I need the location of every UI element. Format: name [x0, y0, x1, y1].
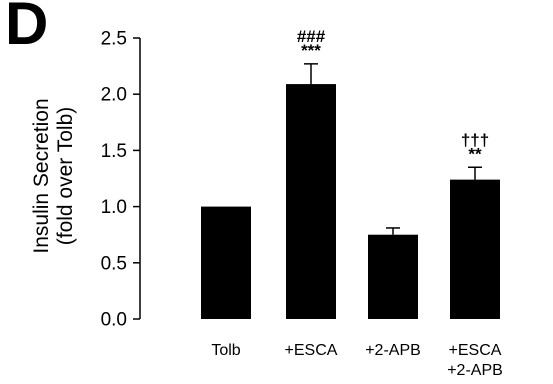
significance-marker: ** [468, 144, 482, 163]
y-axis-label-line: Insulin Secretion [30, 98, 53, 253]
x-axis-labels: Tolb +ESCA +2-APB +ESCA +2-APB [211, 342, 502, 379]
x-category-label: Tolb [211, 342, 240, 359]
x-category-label: +ESCA [449, 342, 502, 359]
significance-marker: *** [301, 41, 321, 60]
y-axis-label-line: (fold over Tolb) [54, 107, 77, 246]
panel-label: D [5, 0, 49, 57]
significance-marker: ### [297, 27, 326, 46]
x-category-label: +2-APB [365, 342, 421, 359]
y-tick-label: 1.0 [101, 197, 127, 218]
y-tick-label: 1.5 [101, 141, 127, 162]
y-axis: 0.0 0.5 1.0 1.5 2.0 2.5 [101, 29, 141, 331]
bar [450, 179, 500, 319]
bars-group: ###*** †††** [201, 27, 500, 319]
y-axis-label: Insulin Secretion (fold over Tolb) [30, 98, 77, 253]
x-category-label: +ESCA [285, 342, 338, 359]
y-tick-label: 2.5 [101, 29, 127, 50]
bar [368, 234, 418, 319]
y-tick-label: 0.5 [101, 253, 127, 274]
y-tick-label: 0.0 [101, 310, 127, 331]
x-category-label: +2-APB [447, 362, 503, 379]
bar [201, 206, 251, 319]
y-tick-label: 2.0 [101, 85, 127, 106]
significance-marker: ††† [461, 130, 489, 149]
bar [286, 84, 336, 319]
